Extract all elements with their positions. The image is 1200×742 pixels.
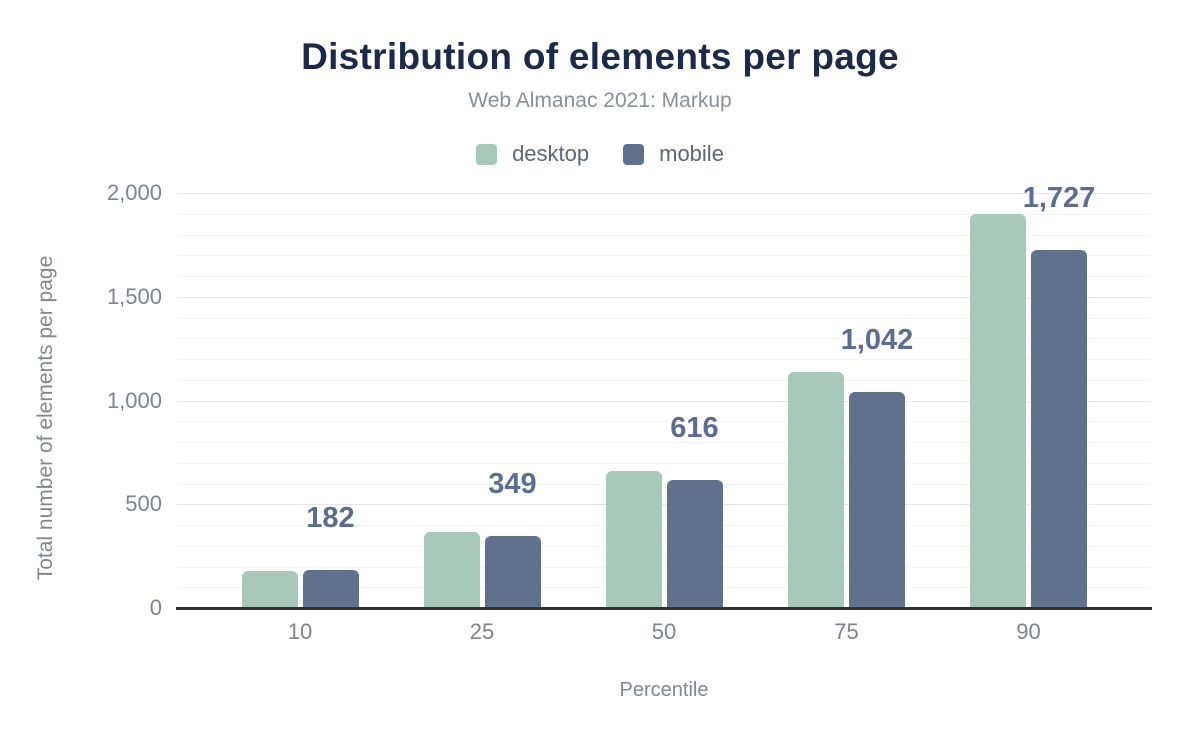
y-tick-label: 1,000 <box>106 387 162 413</box>
y-tick-label: 1,500 <box>106 283 162 309</box>
gridline-1300 <box>177 338 1151 340</box>
legend-swatch-desktop <box>476 143 498 165</box>
x-tick-label-50: 50 <box>651 619 677 644</box>
legend-swatch-mobile <box>623 143 645 165</box>
gridline-2000 <box>177 193 1151 194</box>
gridline-1600 <box>177 276 1151 277</box>
bar-desktop-p10 <box>241 571 298 608</box>
y-tick-label: 500 <box>125 491 162 517</box>
x-axis-title: Percentile <box>619 679 709 701</box>
gridline-300 <box>177 545 1151 547</box>
x-tick-label-75: 75 <box>834 619 859 644</box>
bar-value-label-p75: 1,042 <box>840 323 914 356</box>
bar-value-label-p50: 616 <box>670 412 719 445</box>
legend: desktop mobile <box>0 141 1200 167</box>
gridline-900 <box>177 421 1151 423</box>
chart-subtitle: Web Almanac 2021: Markup <box>468 89 732 112</box>
bar-mobile-p10 <box>302 570 359 608</box>
bar-mobile-p25 <box>484 535 541 608</box>
chart-title: Distribution of elements per page <box>301 36 899 77</box>
gridline-500 <box>177 504 1151 506</box>
bar-desktop-p90 <box>970 214 1026 608</box>
legend-label: mobile <box>659 141 724 166</box>
legend-label: desktop <box>512 141 590 166</box>
gridline-400 <box>177 525 1151 526</box>
y-tick-label: 2,000 <box>106 180 162 205</box>
bar-desktop-p75 <box>788 371 844 608</box>
bar-desktop-p25 <box>423 531 480 608</box>
legend-item-desktop: desktop <box>476 141 589 167</box>
gridline-100 <box>177 587 1151 589</box>
gridline-1400 <box>177 317 1151 319</box>
y-axis-title: Total number of elements per page <box>34 255 57 581</box>
bar-mobile-p50 <box>666 480 723 608</box>
x-tick-label-25: 25 <box>469 619 495 644</box>
bar-value-label-p10: 182 <box>306 502 355 535</box>
gridline-1700 <box>177 255 1151 257</box>
gridline-1200 <box>177 359 1151 360</box>
bar-desktop-p50 <box>605 470 662 608</box>
gridline-1000 <box>177 400 1151 402</box>
gridline-600 <box>177 483 1151 485</box>
bar-mobile-p90 <box>1031 249 1087 608</box>
x-tick-label-90: 90 <box>1016 619 1041 644</box>
x-tick-label-10: 10 <box>287 619 313 644</box>
gridline-200 <box>177 566 1151 568</box>
gridline-1900 <box>177 213 1151 215</box>
x-axis-line <box>176 606 1152 610</box>
y-tick-label: 0 <box>149 595 162 620</box>
gridline-800 <box>177 442 1151 443</box>
bar-mobile-p75 <box>849 391 905 608</box>
gridline-1500 <box>177 296 1151 298</box>
bar-value-label-p90: 1,727 <box>1022 181 1096 214</box>
gridline-700 <box>177 462 1151 464</box>
gridline-1800 <box>177 234 1151 236</box>
bar-value-label-p25: 349 <box>488 467 537 500</box>
gridline-1100 <box>177 379 1151 381</box>
legend-item-mobile: mobile <box>623 141 724 167</box>
